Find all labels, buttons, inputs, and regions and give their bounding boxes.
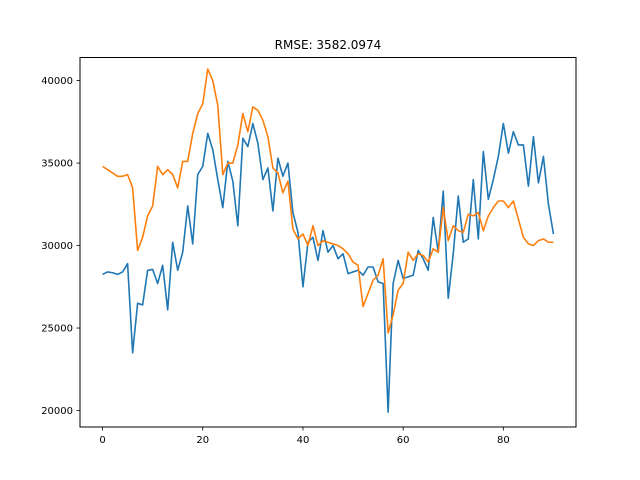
y-tick-label: 40000 (41, 76, 73, 87)
y-tick-label: 20000 (41, 406, 73, 417)
chart-title: RMSE: 3582.0974 (275, 38, 382, 52)
y-tick-label: 35000 (41, 159, 73, 170)
x-tick-label: 20 (196, 435, 209, 446)
y-tick-label: 30000 (41, 241, 73, 252)
y-tick-label: 25000 (41, 324, 73, 335)
x-tick-label: 0 (99, 435, 105, 446)
x-tick-label: 40 (297, 435, 310, 446)
x-tick-label: 80 (497, 435, 510, 446)
x-tick-label: 60 (397, 435, 410, 446)
